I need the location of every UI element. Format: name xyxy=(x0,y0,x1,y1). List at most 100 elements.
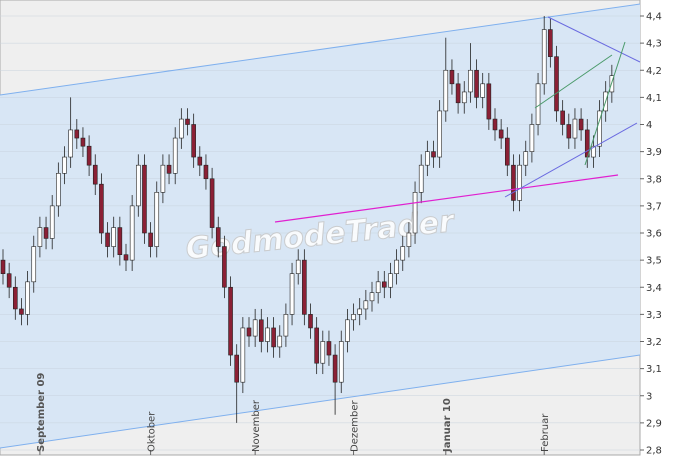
candle-body xyxy=(117,227,123,255)
candle-body xyxy=(578,118,584,131)
candle-body xyxy=(455,83,461,104)
candle-body xyxy=(283,314,289,337)
candle-body xyxy=(6,273,12,288)
y-tick-label: 4,1 xyxy=(646,93,662,104)
candle-body xyxy=(74,129,80,139)
candle-body xyxy=(351,314,356,321)
y-tick-label: 3 xyxy=(646,391,652,402)
candle-body xyxy=(123,254,129,261)
candle-body xyxy=(357,308,363,315)
candle-body xyxy=(148,232,153,247)
candle-body xyxy=(437,110,442,158)
candle-body xyxy=(449,69,455,85)
candle-body xyxy=(56,173,61,207)
x-tick-label: Dezember xyxy=(350,400,361,452)
y-tick-label: 3,1 xyxy=(646,364,662,375)
candle-body xyxy=(215,227,221,247)
candle-body xyxy=(302,259,307,315)
y-tick-label: 3,4 xyxy=(646,283,662,294)
candle-body xyxy=(572,118,578,139)
y-tick-label: 4,3 xyxy=(646,39,662,50)
candle-body xyxy=(228,286,233,356)
x-tick-label: September 09 xyxy=(36,373,47,452)
candle-body xyxy=(431,151,436,158)
x-tick-label: Oktober xyxy=(147,411,158,452)
candle-body xyxy=(258,319,264,342)
y-tick-label: 3,3 xyxy=(646,310,662,321)
candle-body xyxy=(295,259,301,274)
candle-body xyxy=(111,227,116,247)
candle-body xyxy=(222,246,227,288)
candle-body xyxy=(332,354,338,383)
candle-body xyxy=(0,259,6,274)
candle-body xyxy=(142,164,147,234)
candle-body xyxy=(591,145,596,158)
candle-body xyxy=(166,164,172,174)
candle-body xyxy=(412,192,418,234)
support-line xyxy=(274,174,619,223)
candle-body xyxy=(31,246,37,283)
candle-body xyxy=(240,327,246,383)
y-tick-label: 3,8 xyxy=(646,174,662,185)
candle-body xyxy=(523,151,529,166)
y-tick-label: 4,4 xyxy=(646,12,662,23)
channel-lower xyxy=(0,354,641,449)
candle-body xyxy=(265,327,270,342)
candle-body xyxy=(277,335,283,348)
candle-body xyxy=(468,69,473,93)
candle-body xyxy=(345,319,350,342)
candle-body xyxy=(363,300,369,310)
candle-body xyxy=(381,281,387,288)
candle-body xyxy=(99,183,104,234)
candle-body xyxy=(209,178,215,228)
candle-body xyxy=(129,205,135,261)
y-tick-label: 3,9 xyxy=(646,147,662,158)
candle-body xyxy=(68,129,73,158)
trend-channel xyxy=(0,4,640,448)
candle-body xyxy=(246,327,252,337)
candle-body xyxy=(554,56,559,112)
candle-body xyxy=(461,91,467,104)
candle-body xyxy=(566,124,572,139)
candle-body xyxy=(597,110,602,147)
y-tick-label: 3,2 xyxy=(646,337,662,348)
y-tick-label: 2,8 xyxy=(646,446,662,457)
wedge-upper xyxy=(534,54,613,109)
candle-body xyxy=(49,205,55,239)
candle-body xyxy=(498,129,504,139)
y-tick-label: 3,5 xyxy=(646,256,662,267)
y-tick-label: 2,9 xyxy=(646,418,662,429)
y-tick-label: 3,7 xyxy=(646,201,662,212)
x-tick-label: Februar xyxy=(540,413,551,452)
candle-body xyxy=(388,273,393,288)
y-tick-label: 4 xyxy=(646,120,652,131)
candle-body xyxy=(529,124,535,152)
candle-body xyxy=(172,137,178,174)
candle-body xyxy=(486,83,492,120)
candle-body xyxy=(289,273,295,315)
candle-body xyxy=(25,281,30,315)
candle-body xyxy=(480,83,486,98)
candle-body xyxy=(13,286,18,310)
candle-body xyxy=(517,164,522,201)
candle-body xyxy=(314,327,319,364)
x-tick-label: Januar 10 xyxy=(442,398,453,453)
candle-body xyxy=(80,137,86,147)
candle-body xyxy=(37,227,43,247)
candle-body xyxy=(375,281,381,293)
candle-body xyxy=(271,327,276,348)
candle-body xyxy=(86,145,92,166)
candle-body xyxy=(234,354,239,383)
candle-body xyxy=(252,319,258,337)
channel-upper xyxy=(0,3,641,96)
resistance-line xyxy=(547,16,641,63)
candle-body xyxy=(548,29,553,57)
candle-body xyxy=(541,29,547,85)
candle-body xyxy=(504,137,510,166)
wedge-lower xyxy=(584,41,626,166)
candle-body xyxy=(535,83,541,125)
candle-body xyxy=(136,164,141,207)
candle-body xyxy=(511,164,516,201)
candles xyxy=(0,16,615,423)
